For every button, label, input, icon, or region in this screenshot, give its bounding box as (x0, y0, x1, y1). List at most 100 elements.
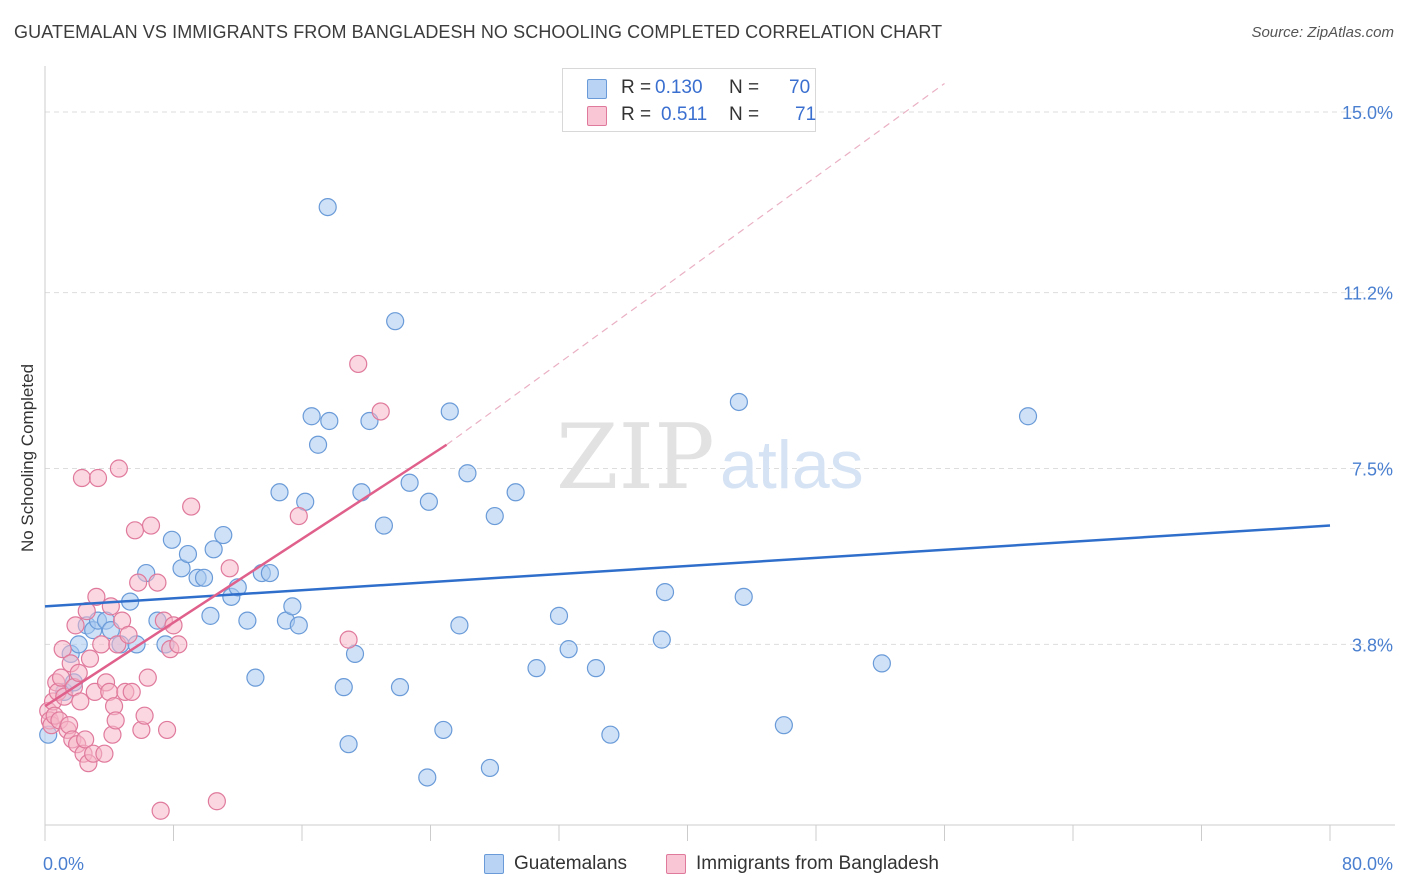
point-bangladesh (207, 792, 226, 811)
trend-line-bangladesh (44, 443, 448, 708)
point-bangladesh (95, 744, 114, 763)
point-guatemalans (527, 659, 546, 678)
point-bangladesh (80, 649, 100, 668)
point-guatemalans (559, 640, 578, 659)
point-guatemalans (214, 525, 233, 545)
point-bangladesh (88, 468, 108, 488)
point-guatemalans (238, 611, 257, 630)
legend-r-label: R = (621, 77, 652, 98)
point-bangladesh (349, 354, 368, 374)
point-guatemalans (204, 540, 223, 559)
point-bangladesh (289, 506, 308, 526)
point-guatemalans (774, 716, 793, 735)
chart-title: GUATEMALAN VS IMMIGRANTS FROM BANGLADESH… (14, 22, 943, 42)
point-guatemalans (872, 654, 891, 673)
point-guatemalans (178, 544, 198, 564)
point-guatemalans (302, 407, 321, 426)
watermark-atlas: atlas (720, 427, 864, 503)
point-bangladesh (125, 521, 145, 540)
point-bangladesh (182, 497, 201, 516)
point-bangladesh (339, 630, 358, 649)
point-bangladesh (71, 692, 90, 711)
point-guatemalans (246, 668, 265, 687)
legend-swatch-blue (587, 79, 607, 99)
grid-layer (45, 111, 1395, 645)
point-guatemalans (480, 758, 500, 778)
point-guatemalans (1018, 407, 1038, 426)
point-bangladesh (66, 616, 85, 635)
point-guatemalans (485, 506, 504, 526)
point-bangladesh (76, 730, 95, 749)
y-tick-label: 15.0% (1342, 103, 1393, 123)
point-guatemalans (586, 659, 606, 678)
point-guatemalans (289, 616, 308, 635)
point-guatemalans (260, 563, 279, 583)
point-bangladesh (109, 459, 128, 478)
point-guatemalans (308, 435, 328, 454)
point-bangladesh (169, 635, 188, 654)
point-bangladesh (157, 720, 177, 740)
points-layer (39, 197, 1038, 820)
point-bangladesh (129, 573, 148, 592)
trend-line-guatemalans (44, 524, 1331, 608)
point-bangladesh (87, 587, 106, 606)
point-guatemalans (549, 606, 569, 625)
point-guatemalans (194, 568, 214, 587)
point-guatemalans (655, 582, 675, 602)
point-guatemalans (283, 597, 302, 616)
trend-extension-bangladesh (446, 83, 945, 446)
legend-r-value: 0.130 (655, 77, 703, 98)
legend-label: Guatemalans (514, 853, 628, 874)
point-bangladesh (141, 516, 161, 535)
point-bangladesh (371, 402, 390, 421)
point-guatemalans (386, 312, 405, 331)
point-guatemalans (390, 678, 410, 697)
watermark: ZIP atlas (556, 405, 864, 510)
legend-n-label: N = (729, 104, 760, 125)
point-guatemalans (334, 678, 353, 697)
point-guatemalans (352, 483, 371, 502)
x-tick-label-min: 0.0% (43, 854, 84, 874)
legend-r-label: R = (621, 104, 652, 125)
point-guatemalans (69, 635, 88, 654)
point-guatemalans (270, 483, 289, 502)
point-guatemalans (201, 606, 220, 625)
point-bangladesh (69, 663, 88, 682)
point-bangladesh (148, 573, 167, 592)
point-bangladesh (51, 668, 71, 687)
point-guatemalans (450, 616, 469, 635)
legend-swatch-blue (484, 854, 504, 874)
point-guatemalans (374, 516, 394, 535)
point-guatemalans (400, 473, 419, 492)
point-bangladesh (72, 468, 92, 488)
point-guatemalans (729, 392, 749, 412)
legend-r-value: 0.511 (661, 104, 708, 125)
legend-label: Immigrants from Bangladesh (696, 853, 939, 874)
legend-n-value: 70 (789, 77, 811, 98)
source-credit: Source: ZipAtlas.com (1251, 24, 1394, 41)
point-guatemalans (339, 735, 358, 754)
legend-swatch-pink (666, 854, 686, 874)
point-guatemalans (434, 720, 453, 740)
point-bangladesh (151, 801, 170, 820)
point-guatemalans (419, 492, 438, 511)
point-bangladesh (135, 706, 154, 725)
point-guatemalans (162, 530, 181, 549)
point-bangladesh (106, 711, 125, 730)
point-bangladesh (138, 668, 157, 687)
point-guatemalans (734, 587, 753, 606)
x-tick-label-max: 80.0% (1342, 854, 1393, 874)
y-tick-label: 3.8% (1352, 635, 1393, 655)
watermark-zip: ZIP (556, 405, 715, 510)
point-guatemalans (418, 768, 437, 787)
y-tick-label: 7.5% (1352, 460, 1393, 480)
point-bangladesh (119, 625, 138, 644)
point-guatemalans (652, 630, 671, 649)
legend-n-value: 71 (795, 104, 817, 125)
point-bangladesh (122, 682, 141, 702)
y-tick-label: 11.2% (1343, 284, 1393, 304)
legend-n-label: N = (729, 77, 760, 98)
y-axis-label: No Schooling Completed (18, 364, 37, 552)
stats-legend: R = 0.130 N = 70 R = 0.511 N = 71 (562, 68, 816, 132)
